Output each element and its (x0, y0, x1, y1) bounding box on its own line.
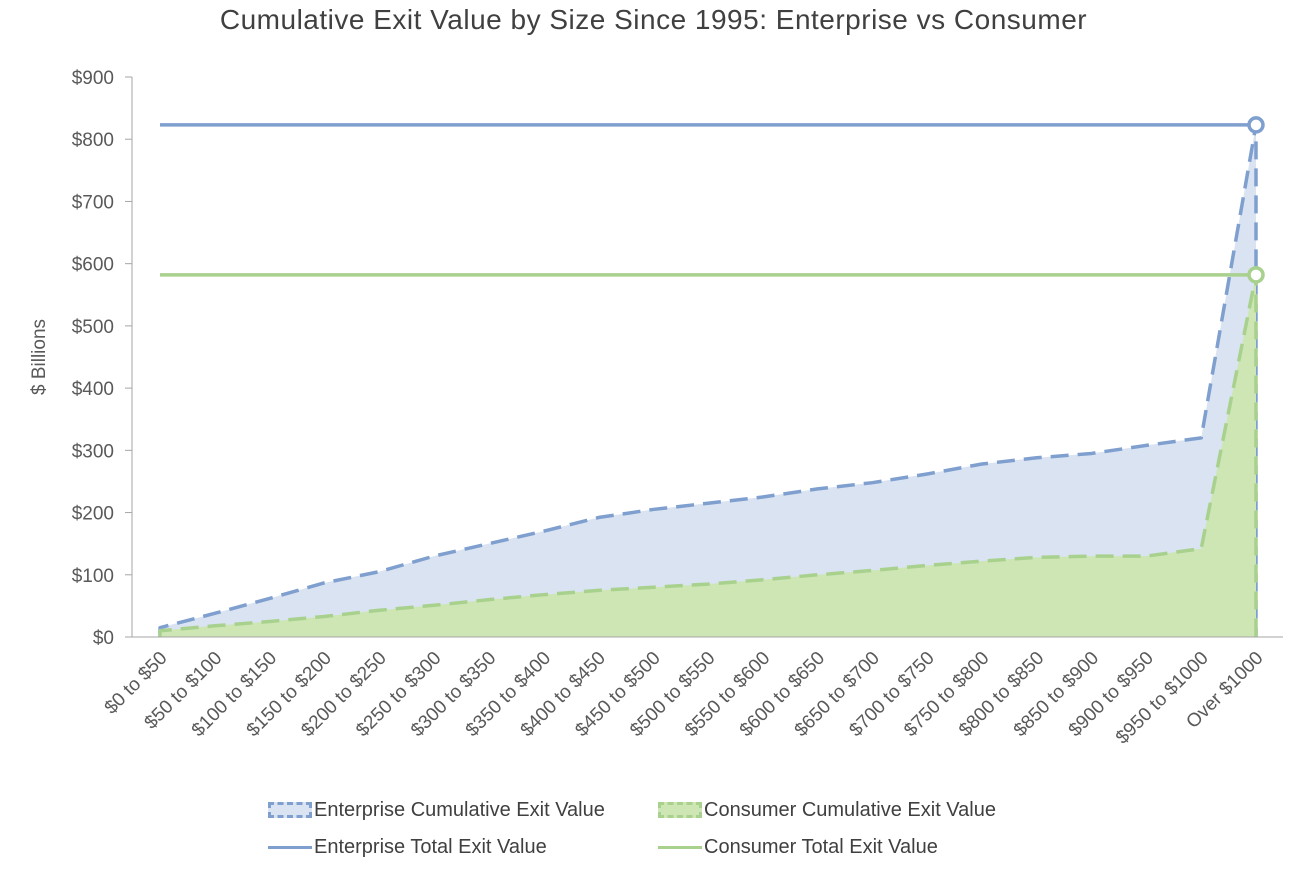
legend-label: Consumer Cumulative Exit Value (704, 798, 996, 821)
y-tick-label: $900 (72, 68, 114, 89)
legend-line-consumer-total (658, 845, 702, 849)
y-tick-label: $300 (72, 441, 114, 462)
legend-item-consumer-total: Consumer Total Exit Value (658, 833, 938, 861)
line-layer (160, 116, 1265, 284)
area-layer (158, 123, 1258, 637)
y-axis-title: $ Billions (29, 319, 50, 395)
legend-label: Consumer Total Exit Value (704, 835, 938, 858)
area-line-series-1 (158, 273, 1258, 637)
y-tick-label: $0 (93, 628, 114, 649)
area-fill-series-1 (160, 274, 1256, 637)
x-tick-layer: $0 to $50$50 to $100$100 to $150$150 to … (101, 648, 1268, 749)
legend: Enterprise Cumulative Exit Value Consume… (268, 796, 1028, 866)
total-marker-series-2 (1247, 116, 1265, 134)
legend-item-enterprise-total: Enterprise Total Exit Value (268, 833, 547, 861)
y-tick-label: $800 (72, 130, 114, 151)
legend-label: Enterprise Cumulative Exit Value (314, 798, 605, 821)
legend-item-enterprise-cumulative: Enterprise Cumulative Exit Value (268, 796, 605, 824)
legend-label: Enterprise Total Exit Value (314, 835, 547, 858)
y-tick-layer: $0 $100 $200 $300 $400 $500 $600 $700 $800 $900 (72, 68, 132, 649)
chart-title: Cumulative Exit Value by Size Since 1995… (219, 4, 1088, 35)
legend-swatch-consumer-cumulative (658, 802, 702, 818)
legend-line-enterprise-total (268, 845, 312, 849)
y-tick-label: $600 (72, 255, 114, 276)
y-tick-label: $400 (72, 379, 114, 400)
legend-swatch-enterprise-cumulative (268, 802, 312, 818)
y-tick-label: $200 (72, 504, 114, 525)
axes-layer (131, 77, 1283, 638)
legend-item-consumer-cumulative: Consumer Cumulative Exit Value (658, 796, 996, 824)
area-fill-series-0 (160, 124, 1256, 637)
y-tick-label: $100 (72, 566, 114, 587)
y-tick-label: $700 (72, 192, 114, 213)
area-line-series-0 (158, 123, 1258, 637)
total-marker-series-3 (1247, 266, 1265, 284)
y-tick-label: $500 (72, 317, 114, 338)
